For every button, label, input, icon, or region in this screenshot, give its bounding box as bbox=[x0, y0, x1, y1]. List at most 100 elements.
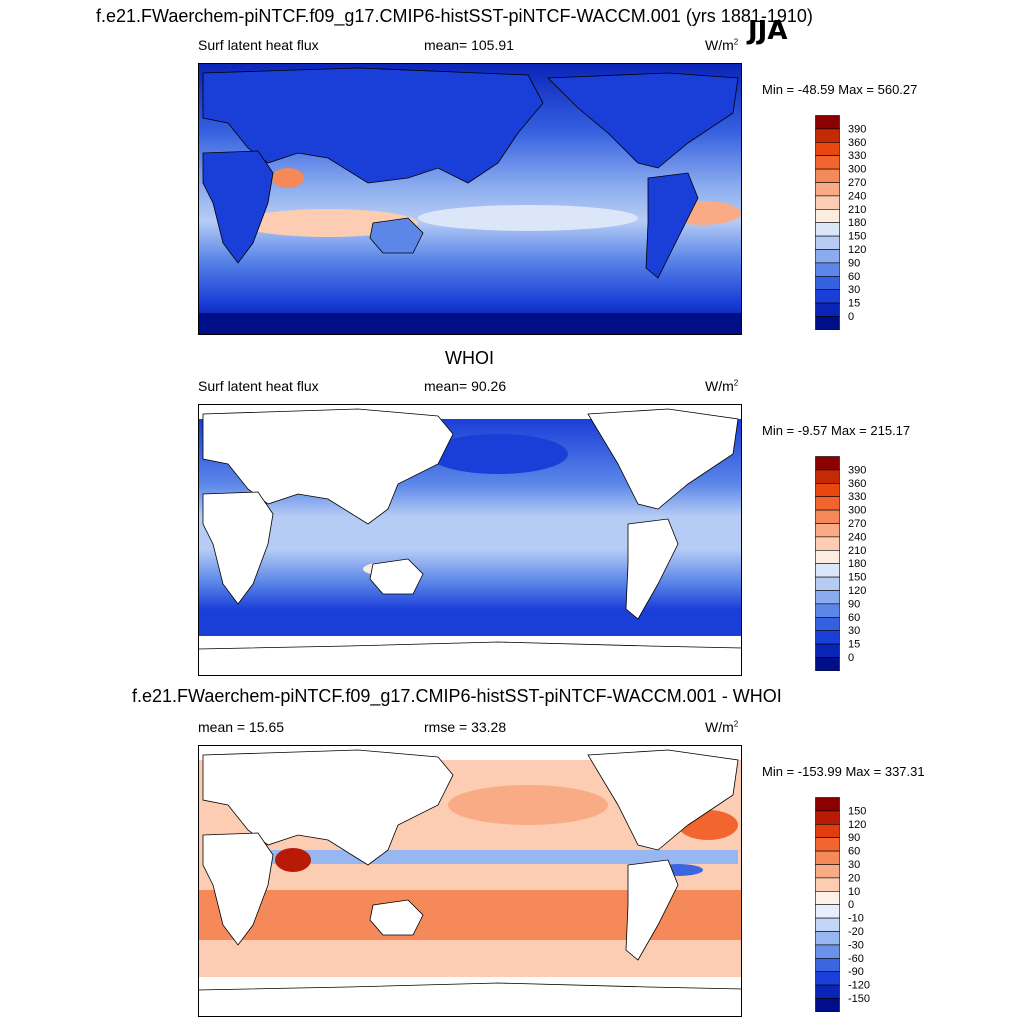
colorbar-swatch bbox=[815, 550, 840, 565]
map-frame bbox=[198, 745, 742, 1017]
panel-diff-rmse-label: rmse = 33.28 bbox=[424, 719, 507, 735]
colorbar-swatch bbox=[815, 590, 840, 605]
colorbar-tick-label: 15 bbox=[848, 639, 860, 651]
panel-model-unit: W/m2 bbox=[705, 37, 738, 53]
colorbar-swatch bbox=[815, 576, 840, 591]
colorbar-tick-label: 30 bbox=[848, 625, 860, 637]
colorbar-tick-label: -90 bbox=[848, 966, 864, 978]
arabian-sea-positive bbox=[275, 848, 311, 872]
panel-model-map bbox=[198, 63, 742, 335]
colorbar-swatch bbox=[815, 810, 840, 825]
colorbar-tick-label: 0 bbox=[848, 652, 854, 664]
unit-base: W/m bbox=[705, 37, 734, 53]
colorbar-tick-label: 300 bbox=[848, 505, 866, 517]
africa-landmass bbox=[202, 832, 274, 946]
colorbar-swatch bbox=[815, 155, 840, 170]
map-frame bbox=[198, 63, 742, 335]
colorbar-swatch bbox=[815, 891, 840, 906]
season-label: JJA bbox=[748, 16, 788, 46]
colorbar-tick-label: 240 bbox=[848, 190, 866, 202]
colorbar-swatch bbox=[815, 482, 840, 497]
colorbar-swatch bbox=[815, 276, 840, 291]
colorbar-tick-label: -150 bbox=[848, 993, 870, 1005]
colorbar-tick-label: 0 bbox=[848, 899, 854, 911]
north-pacific-low bbox=[428, 434, 568, 474]
colorbar-swatch bbox=[815, 984, 840, 999]
colorbar-tick-label: 150 bbox=[848, 805, 866, 817]
colorbar-swatch bbox=[815, 509, 840, 524]
antarctic-band bbox=[198, 313, 742, 335]
colorbar-tick-label: 60 bbox=[848, 271, 860, 283]
africa-landmass bbox=[202, 150, 274, 264]
antarctica-landmass bbox=[198, 982, 742, 1017]
south-america-landmass bbox=[645, 172, 699, 279]
colorbar-swatch bbox=[815, 877, 840, 892]
eurasia-landmass bbox=[202, 408, 454, 525]
panel-obs-minmax: Min = -9.57 Max = 215.17 bbox=[762, 423, 911, 438]
panel-obs-heading: WHOI bbox=[445, 348, 494, 368]
colorbar-tick-label: 360 bbox=[848, 137, 866, 149]
colorbar-tick-label: 270 bbox=[848, 177, 866, 189]
colorbar-tick-label: 120 bbox=[848, 244, 866, 256]
colorbar-tick-label: 330 bbox=[848, 150, 866, 162]
colorbar-swatch bbox=[815, 971, 840, 986]
continents bbox=[198, 749, 742, 1017]
colorbar-tick-label: 30 bbox=[848, 284, 860, 296]
panel-diff-map bbox=[198, 745, 742, 1017]
colorbar-swatch bbox=[815, 222, 840, 237]
australia-landmass bbox=[369, 899, 424, 936]
colorbar-tick-label: -20 bbox=[848, 926, 864, 938]
figure-title: f.e21.FWaerchem-piNTCF.f09_g17.CMIP6-his… bbox=[96, 6, 813, 26]
colorbar-tick-label: 180 bbox=[848, 217, 866, 229]
colorbar-swatch bbox=[815, 262, 840, 277]
colorbar-swatch bbox=[815, 302, 840, 317]
continents bbox=[198, 408, 742, 676]
eurasia-landmass bbox=[202, 749, 454, 866]
colorbar-swatch bbox=[815, 128, 840, 143]
colorbar-tick-label: -10 bbox=[848, 913, 864, 925]
colorbar-tick-label: 90 bbox=[848, 832, 860, 844]
colorbar-swatch bbox=[815, 797, 840, 812]
panel-diff-unit: W/m2 bbox=[705, 719, 738, 735]
colorbar-swatch bbox=[815, 496, 840, 511]
north-america-landmass bbox=[587, 408, 739, 510]
colorbar-swatch bbox=[815, 657, 840, 671]
colorbar-swatch bbox=[815, 235, 840, 250]
unit-base: W/m bbox=[705, 719, 734, 735]
colorbar-tick-label: 0 bbox=[848, 311, 854, 323]
colorbar-tick-label: 20 bbox=[848, 872, 860, 884]
colorbar-tick-label: -30 bbox=[848, 939, 864, 951]
south-america-landmass bbox=[625, 518, 679, 620]
colorbar-tick-label: 390 bbox=[848, 464, 866, 476]
colorbar-tick-label: -120 bbox=[848, 980, 870, 992]
colorbar-tick-label: 390 bbox=[848, 123, 866, 135]
colorbar-tick-label: 360 bbox=[848, 478, 866, 490]
colorbar-tick-label: 330 bbox=[848, 491, 866, 503]
colorbar-tick-label: 60 bbox=[848, 612, 860, 624]
colorbar-swatch bbox=[815, 316, 840, 330]
colorbar-swatch bbox=[815, 209, 840, 224]
colorbar-swatch bbox=[815, 563, 840, 578]
colorbar-tick-label: 10 bbox=[848, 886, 860, 898]
colorbar-tick-label: 90 bbox=[848, 598, 860, 610]
colorbar-tick-label: -60 bbox=[848, 953, 864, 965]
colorbar-tick-label: 60 bbox=[848, 846, 860, 858]
colorbar-tick-label: 90 bbox=[848, 257, 860, 269]
colorbar-swatch bbox=[815, 823, 840, 838]
panel-obs-variable-label: Surf latent heat flux bbox=[198, 378, 319, 394]
unit-exponent: 2 bbox=[733, 378, 739, 388]
colorbar-swatch bbox=[815, 249, 840, 264]
panel-model-minmax: Min = -48.59 Max = 560.27 bbox=[762, 82, 918, 97]
colorbar-swatch bbox=[815, 837, 840, 852]
panel-obs-map bbox=[198, 404, 742, 676]
colorbar-tick-label: 180 bbox=[848, 558, 866, 570]
colorbar-tick-label: 210 bbox=[848, 545, 866, 557]
colorbar-swatch bbox=[815, 998, 840, 1012]
australia-landmass bbox=[369, 217, 424, 254]
unit-exponent: 2 bbox=[733, 719, 739, 729]
colorbar-swatch bbox=[815, 643, 840, 658]
colorbar-swatch bbox=[815, 141, 840, 156]
colorbar-swatch bbox=[815, 931, 840, 946]
